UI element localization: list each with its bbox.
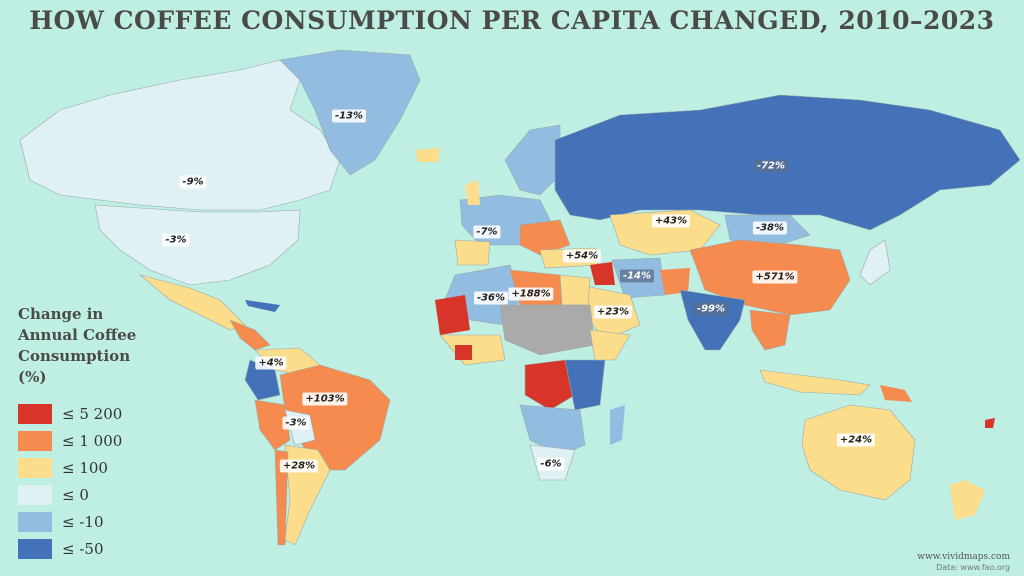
label-brazil: +103% xyxy=(302,392,348,406)
legend-label: ≤ -50 xyxy=(62,539,104,558)
label-kazakhstan: +43% xyxy=(651,214,691,228)
credit-site[interactable]: www.vividmaps.com xyxy=(917,552,1010,562)
legend-title: Change in Annual Coffee Consumption (%) xyxy=(18,305,137,386)
legend-item: ≤ 100 xyxy=(18,454,122,481)
legend-item: ≤ -10 xyxy=(18,508,122,535)
legend-label: ≤ 100 xyxy=(62,458,108,477)
legend-swatch xyxy=(18,430,52,451)
label-iran: -14% xyxy=(619,269,655,283)
label-europe: -7% xyxy=(473,225,501,239)
credit-source[interactable]: Data: www.fao.org xyxy=(936,563,1010,572)
label-canada: -9% xyxy=(179,175,207,189)
region-uk xyxy=(465,180,480,205)
region-ivory-coast xyxy=(455,345,472,360)
label-libya: +188% xyxy=(508,287,554,301)
region-india xyxy=(679,289,746,351)
region-australia xyxy=(801,404,916,501)
label-mongolia: -38% xyxy=(752,221,788,235)
label-turkey: +54% xyxy=(562,249,602,263)
map-title: HOW COFFEE CONSUMPTION PER CAPITA CHANGE… xyxy=(29,6,995,35)
legend-swatch xyxy=(18,511,52,532)
region-southeast-asia xyxy=(749,309,791,351)
region-fiji xyxy=(985,418,995,428)
legend-label: ≤ 0 xyxy=(62,485,89,504)
label-bolivia: -3% xyxy=(282,416,310,430)
region-chile xyxy=(274,449,289,546)
label-russia: -72% xyxy=(753,159,789,173)
region-madagascar xyxy=(610,405,625,445)
label-greenland: -13% xyxy=(331,109,367,123)
region-png xyxy=(880,385,912,402)
region-scandinavia xyxy=(504,124,561,196)
region-indonesia xyxy=(759,369,871,396)
legend-swatch xyxy=(18,484,52,505)
label-algeria: -36% xyxy=(473,291,509,305)
legend-swatch xyxy=(18,457,52,478)
legend-swatch xyxy=(18,538,52,559)
region-afghanistan xyxy=(660,268,690,295)
region-east-africa xyxy=(564,359,606,411)
region-horn-africa xyxy=(589,329,631,361)
region-iraq xyxy=(590,262,615,285)
label-china: +571% xyxy=(752,270,798,284)
region-central-america xyxy=(229,319,271,351)
label-australia: +24% xyxy=(836,433,876,447)
legend: ≤ 5 200 ≤ 1 000 ≤ 100 ≤ 0 ≤ -10 ≤ -50 xyxy=(18,400,122,562)
region-iberia xyxy=(454,239,491,266)
region-japan xyxy=(859,239,891,286)
legend-item: ≤ -50 xyxy=(18,535,122,562)
label-india: -99% xyxy=(693,302,729,316)
region-egypt xyxy=(559,274,591,306)
region-west-africa xyxy=(439,334,506,366)
region-iceland xyxy=(415,148,440,162)
label-usa: -3% xyxy=(162,233,190,247)
legend-item: ≤ 5 200 xyxy=(18,400,122,427)
label-south-africa: -6% xyxy=(537,457,565,471)
legend-item: ≤ 1 000 xyxy=(18,427,122,454)
legend-swatch xyxy=(18,403,52,424)
region-sahel xyxy=(499,304,596,356)
region-new-zealand xyxy=(950,480,985,520)
label-venezuela: +4% xyxy=(255,356,287,370)
legend-label: ≤ 5 200 xyxy=(62,404,123,423)
label-argentina: +28% xyxy=(279,459,319,473)
region-central-africa xyxy=(524,359,576,411)
legend-label: ≤ 1 000 xyxy=(62,431,123,450)
region-peru xyxy=(254,399,291,451)
legend-label: ≤ -10 xyxy=(62,512,104,531)
legend-item: ≤ 0 xyxy=(18,481,122,508)
region-usa xyxy=(94,204,301,286)
label-saudi: +23% xyxy=(593,305,633,319)
region-mauritania xyxy=(435,295,470,335)
region-cuba xyxy=(245,300,280,312)
